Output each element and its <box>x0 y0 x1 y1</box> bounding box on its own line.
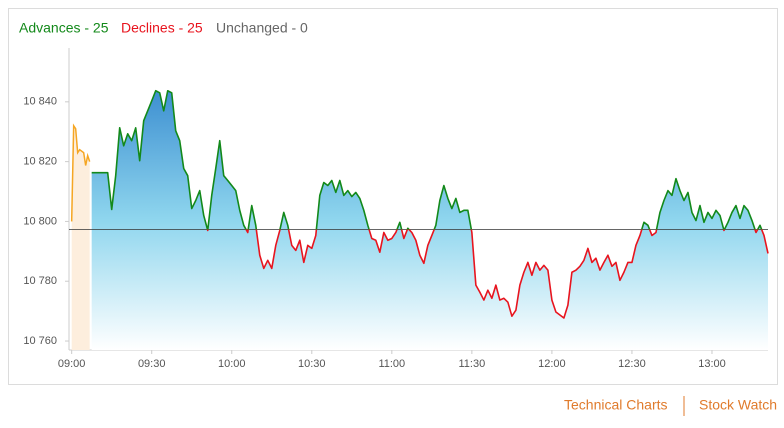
y-tick-label: 10 840 <box>23 96 57 108</box>
plot: 10 760 10 780 10 800 10 820 10 840 09:00 09:30… <box>23 48 769 370</box>
x-tick-label: 11:30 <box>458 358 485 370</box>
pre-open-area <box>71 125 90 351</box>
price-line-down <box>206 229 769 319</box>
stock-watch-link[interactable]: Stock Watch <box>699 397 777 413</box>
x-tick-label: 10:00 <box>218 358 246 370</box>
y-tick-label: 10 760 <box>23 335 57 347</box>
card <box>8 8 778 385</box>
y-tick-label: 10 800 <box>23 215 57 227</box>
x-tick-label: 13:00 <box>698 358 726 370</box>
y-tick-label: 10 820 <box>23 156 57 168</box>
pre-open-line <box>70 123 91 222</box>
y-tick-label: 10 780 <box>23 275 57 287</box>
declines: Declines - 25 <box>121 20 203 36</box>
x-tick-label: 10:30 <box>298 358 326 370</box>
price-area <box>91 90 769 350</box>
technical-charts-link[interactable]: Technical Charts <box>564 397 668 413</box>
x-tick-label: 12:30 <box>618 358 646 370</box>
x-tick-label: 11:00 <box>378 358 405 370</box>
x-tick-label: 09:30 <box>138 358 166 370</box>
unchanged: Unchanged - 0 <box>216 20 308 36</box>
x-tick-label: 09:00 <box>58 358 86 370</box>
x-tick-label: 12:00 <box>538 358 566 370</box>
price-line-up <box>91 89 763 230</box>
advances: Advances - 25 <box>19 20 109 36</box>
